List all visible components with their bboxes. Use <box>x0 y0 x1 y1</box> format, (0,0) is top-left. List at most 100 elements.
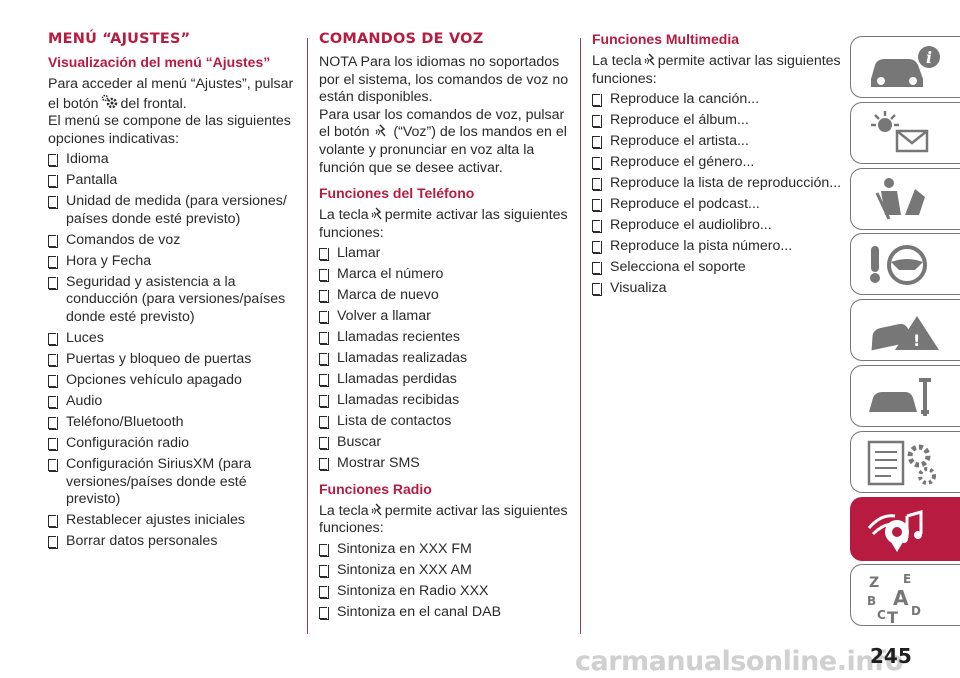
multimedia-function-item: Reproduce el podcast... <box>592 196 842 214</box>
svg-text:B: B <box>867 594 876 608</box>
intro-text-a: Para acceder al menú “Ajustes”, pulsar e… <box>48 76 294 112</box>
settings-option-item: Teléfono/Bluetooth <box>48 414 294 432</box>
settings-option-item: Configuración SiriusXM (para versiones/p… <box>48 456 294 509</box>
settings-option-item: Seguridad y asistencia a la conducción (… <box>48 274 294 327</box>
phone-function-item: Llamadas perdidas <box>319 371 569 389</box>
svg-text:E: E <box>903 572 911 586</box>
multimedia-function-item: Reproduce la canción... <box>592 91 842 109</box>
settings-option-item: Luces <box>48 330 294 348</box>
column-divider <box>307 38 308 634</box>
phone-function-item: Volver a llamar <box>319 308 569 326</box>
radio-intro-b: permite activar las siguientes funciones… <box>319 502 568 537</box>
voice-usage-text: Para usar los comandos de voz, pulsar el… <box>319 107 569 177</box>
voice-button-icon <box>644 53 655 66</box>
settings-menu-column: MENÚ “AJUSTES” Visualización del menú “A… <box>48 28 294 554</box>
intro-text-c: El menú se compone de las siguientes opc… <box>48 113 291 147</box>
settings-options-list: Idioma Pantalla Unidad de medida (para ver… <box>48 151 294 550</box>
settings-option-item: Restablecer ajustes iniciales <box>48 512 294 530</box>
multimedia-function-item: Reproduce el álbum... <box>592 112 842 130</box>
multimedia-function-item: Reproduce la pista número... <box>592 238 842 256</box>
svg-text:!: ! <box>913 331 920 350</box>
multimedia-function-item: Reproduce el audiolibro... <box>592 217 842 235</box>
settings-menu-subtitle: Visualización del menú “Ajustes” <box>48 54 271 70</box>
svg-text:A: A <box>893 586 909 610</box>
phone-function-item: Marca de nuevo <box>319 287 569 305</box>
index-icon: Z E B AC T D <box>867 572 921 623</box>
phone-function-item: Lista de contactos <box>319 413 569 431</box>
voice-button-icon <box>371 207 382 220</box>
usage-text-a: Para usar los comandos de voz, pulsar el… <box>319 106 565 141</box>
settings-option-item: Borrar datos personales <box>48 533 294 551</box>
column-divider <box>580 38 581 634</box>
settings-option-item: Puertas y bloqueo de puertas <box>48 351 294 369</box>
radio-functions-heading: Funciones Radio <box>319 480 432 497</box>
phone-intro: La tecla permite activar las siguientes f… <box>319 207 569 242</box>
settings-option-item: Hora y Fecha <box>48 253 294 271</box>
svg-text:D: D <box>911 604 921 618</box>
technical-data-icon <box>867 440 936 486</box>
multimedia-intro-a: La tecla <box>592 53 642 69</box>
phone-function-item: Llamadas recientes <box>319 329 569 347</box>
multimedia-icon <box>867 509 923 552</box>
radio-function-item: Sintoniza en XXX FM <box>319 541 569 559</box>
tab-maintenance[interactable] <box>850 364 960 427</box>
phone-function-item: Mostrar SMS <box>319 455 569 473</box>
voice-button-icon <box>376 124 386 137</box>
phone-function-item: Marca el número <box>319 266 569 284</box>
multimedia-function-item: Reproduce el artista... <box>592 133 842 151</box>
svg-text:i: i <box>926 48 932 67</box>
maintenance-icon <box>869 377 931 416</box>
radio-functions-list: Sintoniza en XXX FM Sintoniza en XXX AM Si… <box>319 541 569 622</box>
voice-commands-column: COMANDOS DE VOZ NOTA Para los idiomas no… <box>319 28 569 625</box>
watermark: carmanualsonline.info <box>575 646 904 677</box>
phone-functions-heading: Funciones del Teléfono <box>319 185 475 202</box>
tab-technical-data[interactable] <box>850 430 960 493</box>
multimedia-function-item: Selecciona el soporte <box>592 259 842 277</box>
multimedia-function-item: Reproduce el género... <box>592 154 842 172</box>
phone-intro-a: La tecla <box>319 207 369 224</box>
radio-intro-a: La tecla <box>319 502 369 519</box>
usage-text-b: (“Voz”) de los mandos en el volante y pr… <box>319 124 567 176</box>
multimedia-column: Funciones Multimedia La tecla permite act… <box>592 28 842 301</box>
svg-text:Z: Z <box>869 575 879 591</box>
phone-function-item: Llamadas realizadas <box>319 350 569 368</box>
settings-option-item: Audio <box>48 393 294 411</box>
settings-gear-icon <box>101 94 117 108</box>
radio-intro: La tecla permite activar las siguientes f… <box>319 503 569 538</box>
radio-function-item: Sintoniza en el canal DAB <box>319 604 569 622</box>
tab-multimedia[interactable] <box>850 496 960 561</box>
settings-menu-title: MENÚ “AJUSTES” <box>48 31 191 47</box>
intro-text-b: del frontal. <box>120 95 187 112</box>
phone-functions-list: Llamar Marca el número Marca de nuevo Volve… <box>319 245 569 472</box>
multimedia-function-item: Reproduce la lista de reproducción... <box>592 175 842 193</box>
settings-option-item: Opciones vehículo apagado <box>48 372 294 390</box>
warning-lights-icon <box>871 110 929 153</box>
radio-function-item: Sintoniza en XXX AM <box>319 562 569 580</box>
settings-option-item: Pantalla <box>48 172 294 190</box>
voice-commands-title: COMANDOS DE VOZ <box>319 31 484 47</box>
emergency-icon: ! <box>871 316 939 351</box>
radio-function-item: Sintoniza en Radio XXX <box>319 583 569 601</box>
multimedia-functions-heading: Funciones Multimedia <box>592 31 740 47</box>
phone-function-item: Buscar <box>319 434 569 452</box>
car-info-icon: i <box>871 46 940 87</box>
nota-text: NOTA Para los idiomas no soportados por … <box>319 54 569 106</box>
starting-driving-icon <box>870 245 927 286</box>
settings-option-item: Configuración radio <box>48 435 294 453</box>
tab-seat-safety[interactable] <box>850 167 960 230</box>
multimedia-functions-list: Reproduce la canción... Reproduce el álbu… <box>592 91 842 297</box>
page-number: 245 <box>870 644 912 668</box>
seat-safety-icon <box>875 177 925 220</box>
settings-intro: Para acceder al menú “Ajustes”, pulsar e… <box>48 76 294 148</box>
tab-starting-driving[interactable] <box>850 233 960 296</box>
settings-option-item: Unidad de medida (para versiones/ países… <box>48 193 294 228</box>
settings-option-item: Comandos de voz <box>48 232 294 250</box>
tab-car-info[interactable]: i <box>850 36 960 98</box>
phone-function-item: Llamadas recibidas <box>319 392 569 410</box>
tab-warning-lights[interactable] <box>850 101 960 164</box>
settings-option-item: Idioma <box>48 151 294 169</box>
multimedia-intro-b: permite activar las siguientes funciones… <box>592 53 841 87</box>
tab-emergency[interactable]: ! <box>850 299 960 362</box>
